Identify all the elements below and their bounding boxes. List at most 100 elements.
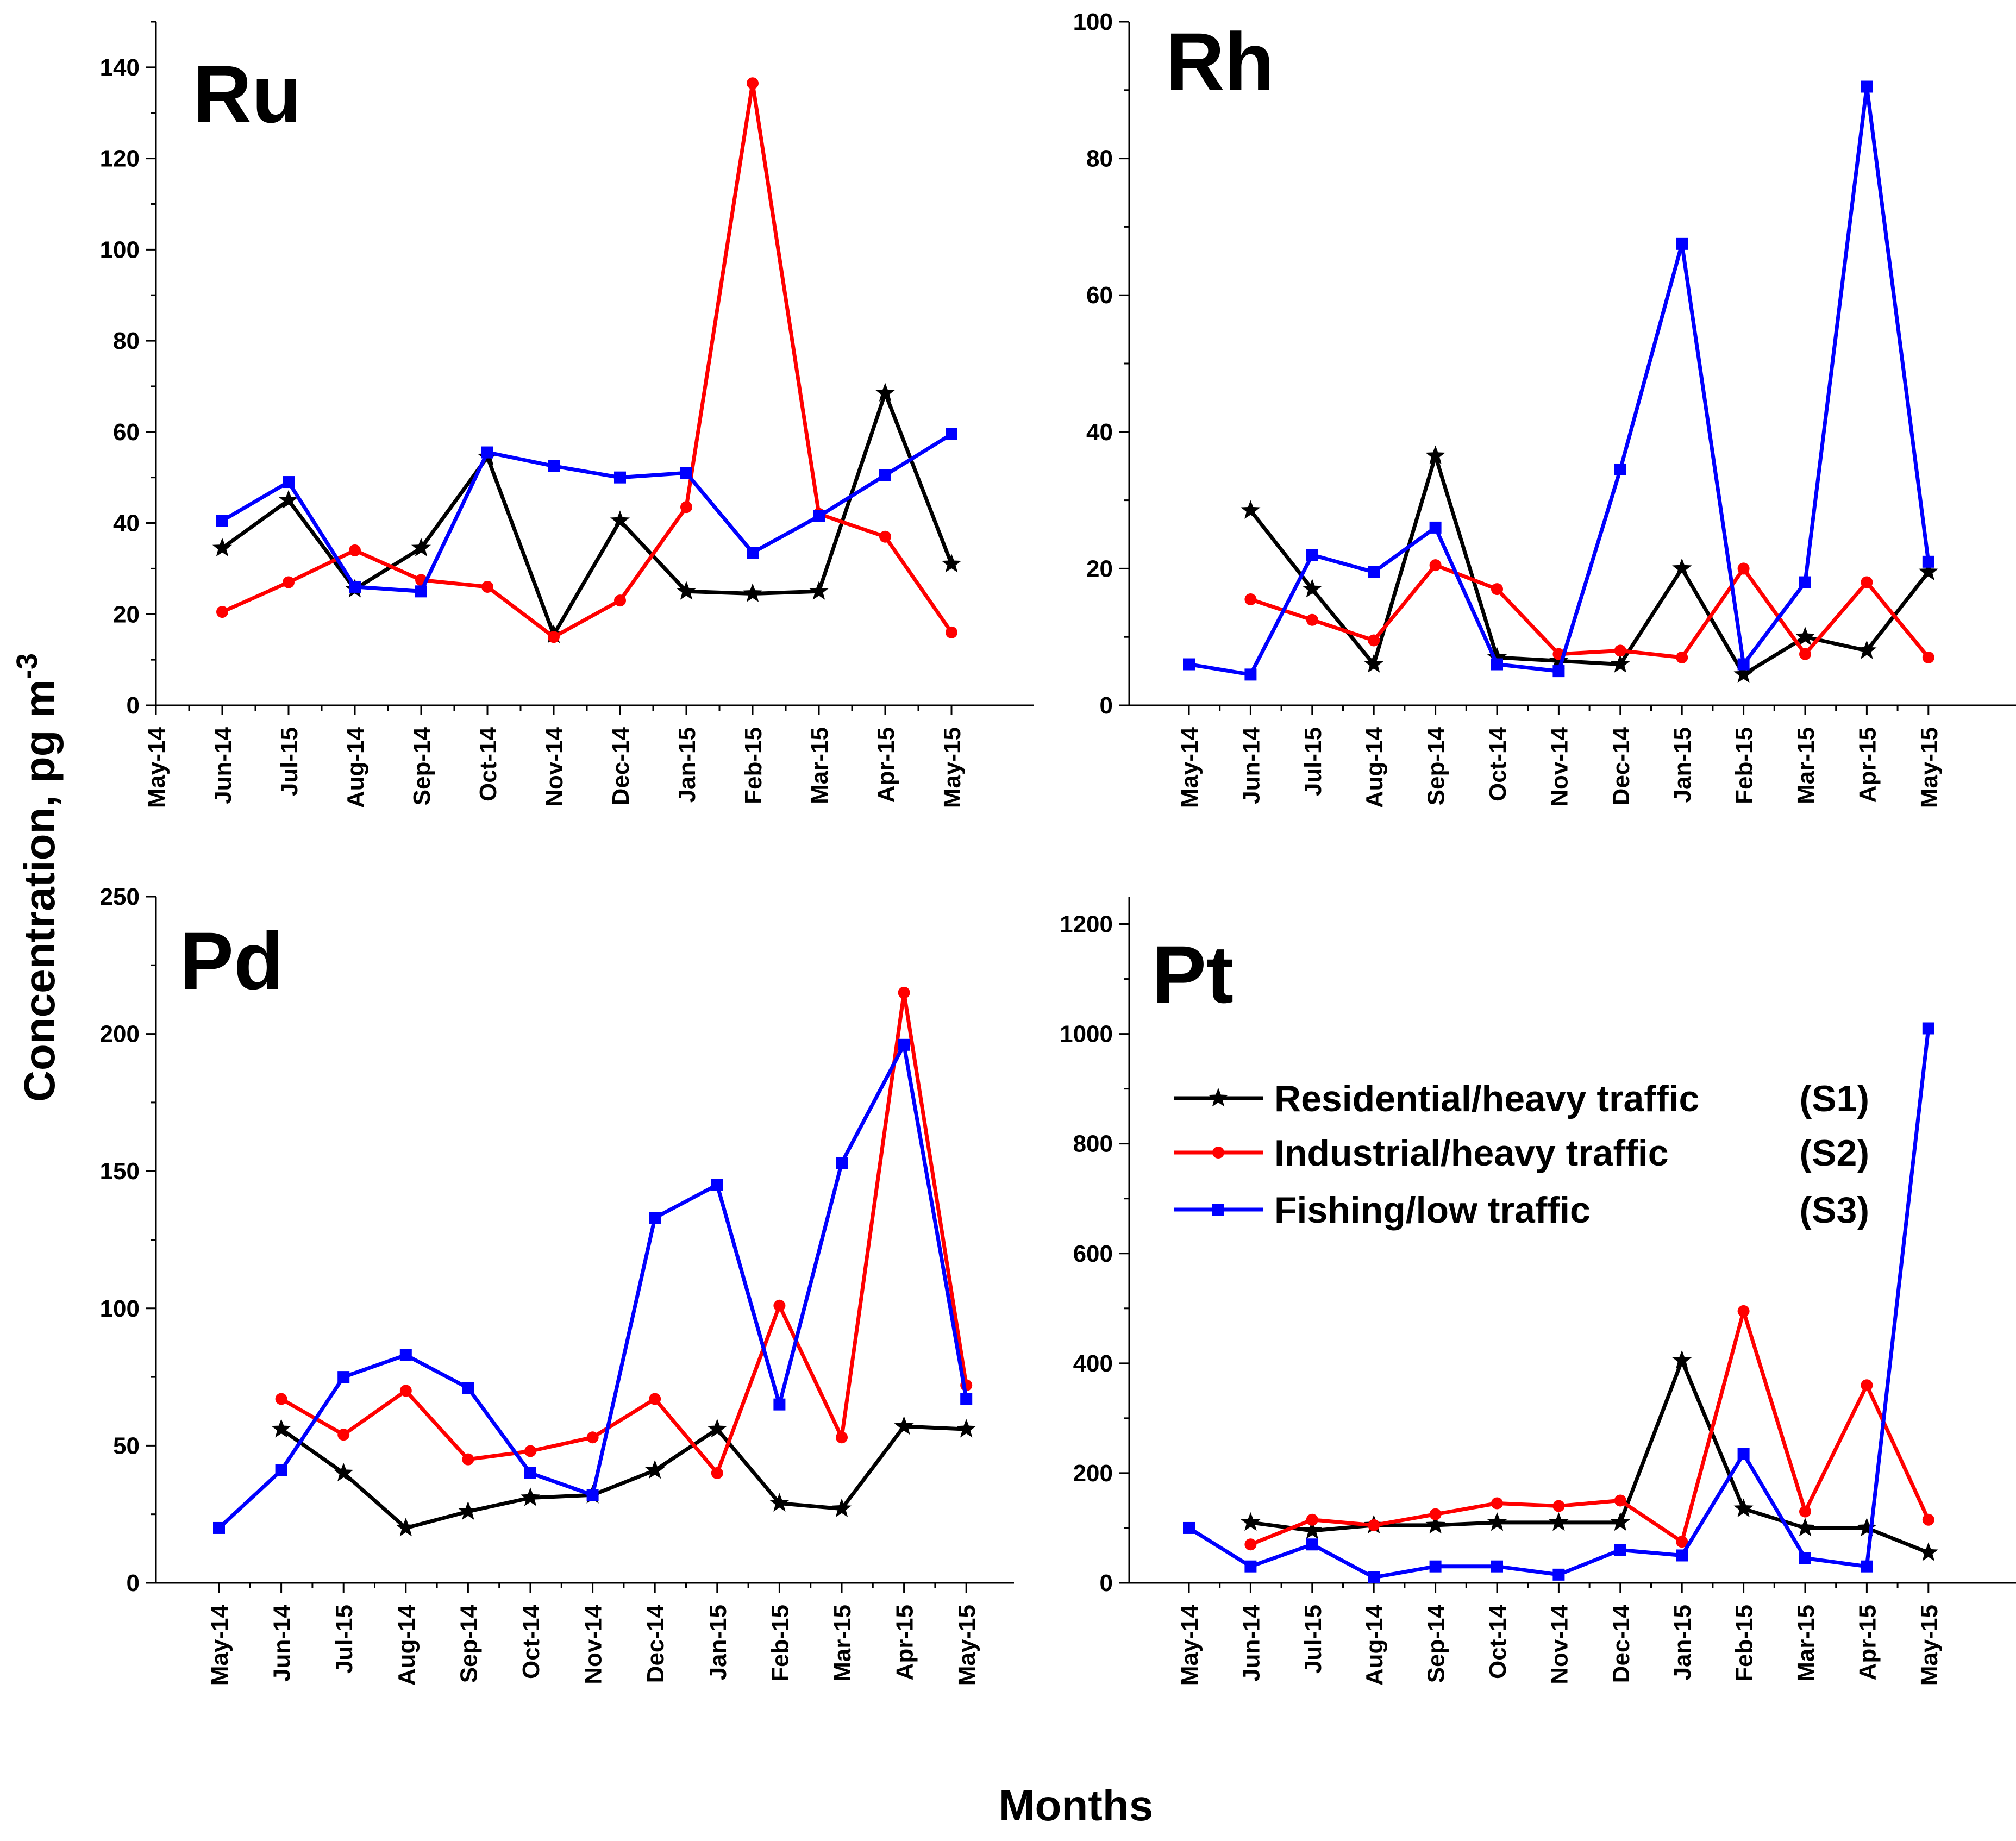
x-tick-label: Dec-14 <box>1608 1604 1635 1683</box>
data-point <box>1425 1514 1445 1534</box>
data-point <box>586 1489 599 1501</box>
x-tick-label: Dec-14 <box>608 727 634 805</box>
legend-label-s1: Residential/heavy traffic <box>1274 1078 1699 1119</box>
panel-title: Pt <box>1152 929 1234 1020</box>
data-point <box>680 501 692 514</box>
data-point <box>769 1493 790 1512</box>
x-tick-label: Feb-15 <box>1731 1605 1758 1682</box>
data-point <box>813 510 825 522</box>
data-point <box>1799 1552 1811 1564</box>
y-tick-label: 0 <box>1100 692 1113 719</box>
data-point <box>1676 651 1688 663</box>
data-point <box>1302 1520 1322 1539</box>
data-point <box>1614 463 1626 475</box>
series-line <box>221 81 953 639</box>
x-tick-label: May-14 <box>1176 1604 1203 1686</box>
data-point <box>1676 237 1688 250</box>
data-point <box>481 446 493 459</box>
x-tick-label: Aug-14 <box>1361 727 1388 808</box>
panel-pt: 0 200 400 600 800 1000 1200 May-14 Jun-14 Jul-15 A… <box>1060 897 2016 1686</box>
data-point <box>956 1419 976 1438</box>
chart-panels: 0 20 40 60 80 100 120 140 May-14 Jun-14 Jul-15 Aug-… <box>100 9 2016 1686</box>
data-point <box>1244 1560 1257 1573</box>
y-axis-title: Concentration, pg m-3 <box>11 653 64 1102</box>
data-point <box>1306 549 1318 561</box>
data-point <box>1368 634 1380 647</box>
data-point <box>1614 1544 1626 1556</box>
data-point <box>1861 1379 1873 1392</box>
panel-title: Ru <box>193 48 302 140</box>
data-point <box>524 1445 536 1457</box>
x-tick-label: Jun-14 <box>1238 1604 1264 1681</box>
x-tick-label: Jan-15 <box>1669 727 1696 803</box>
y-tick-label: 800 <box>1073 1131 1113 1157</box>
data-point <box>1857 640 1877 659</box>
x-tick-label: Feb-15 <box>740 727 767 804</box>
data-point <box>1733 1498 1754 1517</box>
series-s1 <box>271 1416 976 1537</box>
y-tick-label: 100 <box>1073 9 1113 35</box>
data-point <box>524 1467 536 1479</box>
y-axis-title-superscript: -3 <box>11 653 43 679</box>
x-tick-label: Jun-14 <box>1238 727 1264 804</box>
series-line <box>1250 1309 1930 1546</box>
data-point <box>275 1464 287 1476</box>
panel-pd: 0 50 100 150 200 250 May-14 Jun-14 Jul-15 Aug-14 S… <box>100 884 1014 1686</box>
x-tick-label: May-14 <box>1176 727 1203 808</box>
data-point <box>1614 644 1626 657</box>
data-point <box>680 467 692 479</box>
x-tick-label: Jul-15 <box>331 1605 358 1674</box>
data-point <box>548 460 560 472</box>
data-point <box>1922 1022 1934 1035</box>
data-point <box>1244 1538 1257 1551</box>
y-tick-label: 150 <box>100 1158 140 1185</box>
x-tick-label: Sep-14 <box>455 1604 482 1683</box>
data-point <box>1552 1568 1565 1581</box>
x-tick-label: Mar-15 <box>1793 727 1819 804</box>
x-tick-label: Jul-15 <box>1300 1605 1326 1674</box>
data-point <box>1429 521 1442 534</box>
x-axis-title: Months <box>999 1781 1153 1830</box>
data-point <box>1429 559 1442 572</box>
data-point <box>1672 1350 1692 1369</box>
legend-marker-s3 <box>1212 1204 1224 1216</box>
data-point <box>1306 1513 1318 1526</box>
series-s3 <box>213 1038 973 1534</box>
x-tick-label: Jan-15 <box>1669 1605 1696 1680</box>
data-point <box>711 1179 723 1191</box>
y-tick-label: 1000 <box>1060 1021 1113 1048</box>
legend-circle-marker <box>1212 1147 1224 1159</box>
y-tick-label: 20 <box>113 601 140 628</box>
panel-rh: 0 20 40 60 80 100 May-14 Jun-14 Jul-15 Aug-14 Sep-… <box>1073 9 2016 808</box>
data-point <box>707 1419 727 1438</box>
data-point <box>946 626 957 638</box>
data-point <box>1183 658 1195 671</box>
x-tick-label: Oct-14 <box>475 727 502 801</box>
y-tick-label: 20 <box>1086 555 1113 582</box>
data-point <box>879 530 891 543</box>
panel-ru: 0 20 40 60 80 100 120 140 May-14 Jun-14 Jul-15 Aug-… <box>100 21 1034 808</box>
x-tick-label: Sep-14 <box>409 727 435 805</box>
x-tick-label: Nov-14 <box>1546 727 1573 806</box>
data-point <box>1861 80 1873 93</box>
data-point <box>1795 627 1815 646</box>
y-axis-title-main: Concentration, pg m <box>15 679 64 1102</box>
data-point <box>894 1416 914 1435</box>
data-point <box>1491 658 1503 671</box>
x-tick-label: Feb-15 <box>767 1605 793 1682</box>
x-tick-label: Jan-15 <box>705 1605 731 1680</box>
data-point <box>1737 1305 1750 1317</box>
data-point <box>649 1393 661 1405</box>
data-point <box>212 537 233 556</box>
y-tick-label: 600 <box>1073 1241 1113 1267</box>
y-tick-label: 0 <box>127 692 140 719</box>
legend-item-s1: Residential/heavy traffic (S1) <box>1174 1078 1869 1119</box>
data-point <box>1799 576 1811 588</box>
legend: Residential/heavy traffic (S1) Industria… <box>1174 1078 1869 1231</box>
data-point <box>548 631 560 643</box>
series-line <box>217 1043 968 1530</box>
y-tick-label: 80 <box>113 328 140 354</box>
data-point <box>462 1453 474 1466</box>
data-point <box>1425 445 1445 465</box>
data-point <box>337 1429 350 1441</box>
